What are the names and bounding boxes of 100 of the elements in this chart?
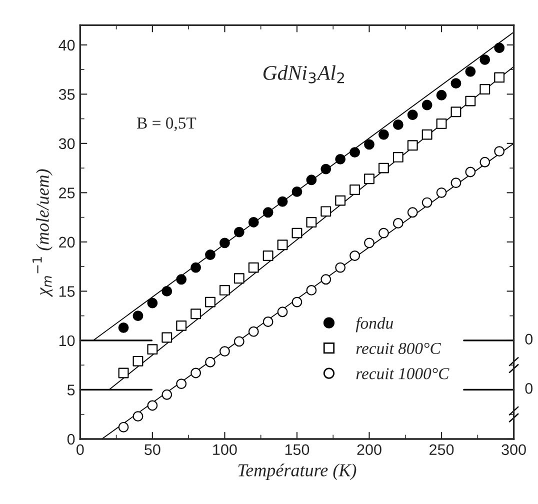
point bbox=[320, 206, 332, 217]
point bbox=[335, 154, 346, 164]
point bbox=[436, 90, 447, 100]
y-tick-label: 10 bbox=[59, 335, 75, 346]
point bbox=[277, 240, 288, 250]
x-tick-label: 50 bbox=[144, 444, 160, 456]
point bbox=[219, 285, 230, 296]
point bbox=[465, 166, 476, 178]
point bbox=[378, 228, 389, 238]
point bbox=[350, 147, 360, 158]
x-axis-title: Température (K) bbox=[238, 464, 356, 480]
x-tick-label: 0 bbox=[76, 444, 84, 456]
point bbox=[392, 119, 404, 130]
point bbox=[436, 187, 447, 198]
point bbox=[494, 42, 505, 54]
point bbox=[248, 326, 259, 337]
point bbox=[219, 346, 230, 357]
point bbox=[392, 152, 404, 162]
y-tick-label: 20 bbox=[59, 236, 75, 248]
text: 0 bbox=[525, 383, 533, 394]
x-tick-label: 150 bbox=[285, 444, 310, 456]
point bbox=[436, 118, 447, 129]
point bbox=[262, 250, 274, 261]
point bbox=[422, 129, 432, 140]
point bbox=[480, 84, 490, 94]
x-tick-label: 300 bbox=[502, 444, 526, 456]
point bbox=[320, 164, 332, 174]
point bbox=[350, 184, 360, 195]
point bbox=[450, 106, 462, 118]
point bbox=[292, 296, 302, 308]
x-tick-label: 200 bbox=[357, 444, 382, 456]
point bbox=[364, 238, 374, 248]
point bbox=[378, 129, 389, 140]
text: 0 bbox=[525, 334, 533, 345]
point bbox=[176, 274, 187, 285]
point bbox=[132, 310, 144, 322]
annotation: B = 0,5T bbox=[137, 117, 196, 132]
legend-label: recuit 800°C bbox=[356, 342, 441, 354]
point bbox=[277, 306, 288, 318]
point bbox=[407, 140, 418, 151]
point bbox=[162, 286, 172, 296]
point bbox=[118, 322, 129, 333]
point bbox=[219, 238, 230, 248]
y-tick-label: 5 bbox=[67, 384, 75, 396]
point bbox=[494, 146, 505, 157]
point bbox=[190, 368, 202, 378]
point bbox=[118, 368, 129, 378]
point bbox=[162, 332, 172, 343]
point bbox=[147, 400, 158, 411]
point bbox=[176, 378, 187, 390]
point bbox=[234, 336, 244, 347]
point bbox=[335, 195, 346, 206]
point bbox=[480, 54, 490, 65]
point bbox=[292, 228, 302, 238]
point bbox=[262, 316, 274, 327]
legend-label: fondu bbox=[356, 316, 394, 332]
y-tick-label: 0 bbox=[67, 434, 75, 445]
point bbox=[292, 186, 302, 197]
point bbox=[422, 100, 432, 110]
point bbox=[277, 196, 288, 207]
point bbox=[350, 250, 360, 261]
y-tick-label: 30 bbox=[58, 138, 75, 150]
y-tick-label: 40 bbox=[58, 40, 75, 51]
point bbox=[132, 411, 144, 422]
y-tick-label: 25 bbox=[59, 188, 75, 198]
point bbox=[364, 174, 374, 184]
point bbox=[205, 296, 216, 308]
point bbox=[234, 273, 244, 284]
y-tick-label: 15 bbox=[59, 286, 75, 297]
point bbox=[162, 389, 172, 400]
point bbox=[320, 274, 332, 285]
point bbox=[407, 110, 418, 120]
point bbox=[450, 78, 462, 89]
point bbox=[378, 162, 389, 174]
point bbox=[306, 174, 317, 186]
point bbox=[465, 66, 476, 77]
y-tick-label: 35 bbox=[58, 89, 75, 100]
point bbox=[248, 262, 259, 273]
point bbox=[364, 139, 374, 150]
point bbox=[306, 217, 317, 228]
point bbox=[465, 96, 476, 106]
annotation: GdNi$_{3}$Al$_{2}$ bbox=[263, 65, 344, 84]
point bbox=[450, 178, 462, 188]
point bbox=[335, 262, 346, 273]
point bbox=[494, 72, 505, 83]
point bbox=[422, 197, 432, 208]
point bbox=[147, 344, 158, 355]
point bbox=[407, 207, 418, 218]
point bbox=[234, 226, 244, 238]
point bbox=[147, 298, 158, 308]
point bbox=[132, 356, 144, 366]
y-axis-title: χ$_{m}$$^{−1}$ (mole/uem) bbox=[32, 169, 53, 298]
legend-label: recuit 1000°C bbox=[356, 368, 450, 380]
point bbox=[392, 218, 404, 228]
x-tick-label: 100 bbox=[213, 444, 237, 456]
point bbox=[480, 156, 490, 168]
point bbox=[248, 217, 259, 228]
point bbox=[306, 285, 317, 296]
point bbox=[205, 250, 216, 260]
point bbox=[118, 422, 129, 432]
